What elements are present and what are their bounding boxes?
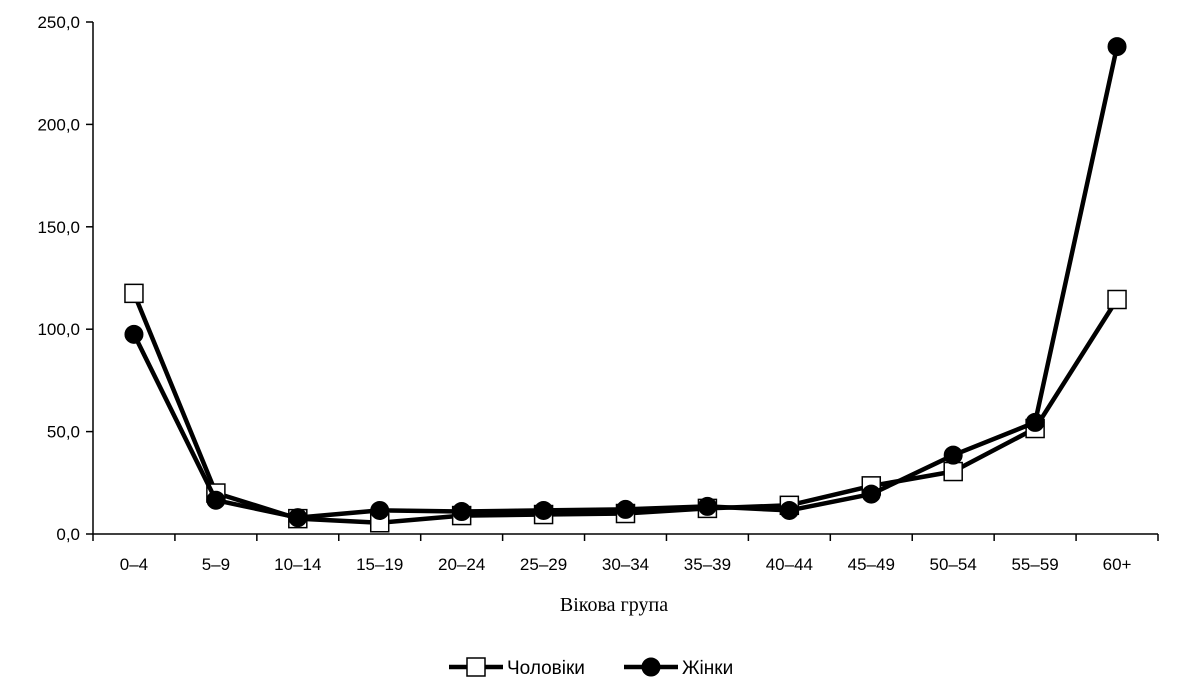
y-axis-ticks: 0,0 50,0 100,0 150,0 200,0 250,0 <box>37 13 93 544</box>
data-point <box>697 496 717 516</box>
data-point <box>779 500 799 520</box>
x-tick-label: 40–44 <box>766 555 813 574</box>
y-tick-label: 0,0 <box>56 525 80 544</box>
series-line <box>131 46 1120 520</box>
data-point <box>861 484 881 504</box>
data-point <box>1107 37 1127 57</box>
x-tick-label: 25–29 <box>520 555 567 574</box>
y-tick-label: 50,0 <box>47 423 80 442</box>
data-point <box>452 501 472 521</box>
data-point <box>206 490 226 510</box>
data-point <box>124 283 144 304</box>
legend-marker <box>641 657 661 677</box>
data-point <box>124 324 144 344</box>
x-tick-label: 10–14 <box>274 555 321 574</box>
data-point <box>943 461 963 482</box>
y-tick-label: 250,0 <box>37 13 80 32</box>
x-axis-ticks: 0–4 5–9 10–14 15–19 20–24 25–29 30–34 35–39 40–4… <box>92 534 1159 574</box>
legend-item: Чоловіки <box>449 657 585 679</box>
x-tick-label: 15–19 <box>356 555 403 574</box>
data-point <box>616 499 635 519</box>
x-tick-label: 20–24 <box>438 555 485 574</box>
data-point <box>288 508 308 528</box>
series-women <box>124 37 1127 528</box>
x-tick-label: 45–49 <box>848 555 895 574</box>
data-point <box>1025 412 1045 432</box>
y-tick-label: 150,0 <box>37 218 80 237</box>
x-tick-label: 55–59 <box>1011 555 1058 574</box>
legend-marker <box>466 657 486 677</box>
axes <box>92 22 1158 535</box>
x-tick-label: 30–34 <box>602 555 649 574</box>
data-point <box>370 500 390 520</box>
legend-item: Жінки <box>624 657 733 679</box>
legend-label: Жінки <box>682 658 733 679</box>
legend-label: Чоловіки <box>507 658 585 679</box>
data-point <box>1107 289 1127 310</box>
x-tick-label: 5–9 <box>202 555 230 574</box>
y-tick-label: 100,0 <box>37 320 80 339</box>
data-point <box>943 445 963 465</box>
x-tick-label: 50–54 <box>930 555 977 574</box>
data-point <box>534 500 554 520</box>
x-tick-label: 60+ <box>1103 555 1132 574</box>
series-layer <box>124 37 1127 533</box>
series-men <box>124 283 1127 533</box>
x-axis-label: Вікова група <box>560 594 668 616</box>
y-tick-label: 200,0 <box>37 115 80 134</box>
x-tick-label: 35–39 <box>684 555 731 574</box>
legend: Чоловіки Жінки <box>449 657 733 679</box>
x-tick-label: 0–4 <box>120 555 148 574</box>
series-line <box>131 292 1119 525</box>
